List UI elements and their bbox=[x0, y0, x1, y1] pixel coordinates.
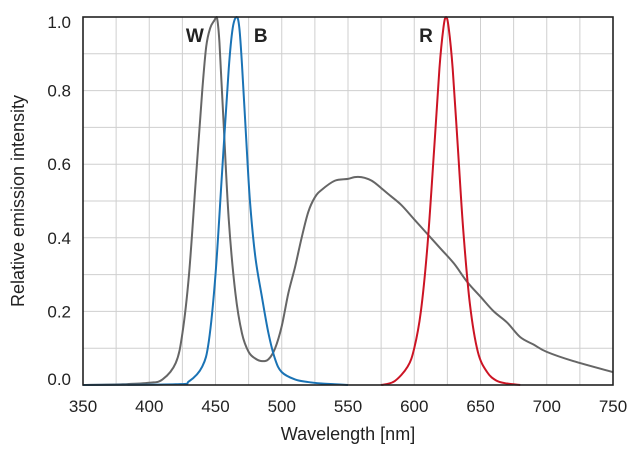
series-line-w bbox=[82, 16, 614, 386]
x-tick-label: 400 bbox=[135, 397, 163, 416]
y-axis-ticks: 0.0 0.2 0.4 0.6 0.8 1.0 bbox=[47, 13, 71, 389]
x-tick-label: 650 bbox=[466, 397, 494, 416]
y-tick-label: 0.8 bbox=[47, 82, 71, 101]
x-tick-label: 700 bbox=[533, 397, 561, 416]
x-tick-label: 600 bbox=[400, 397, 428, 416]
series-line-r bbox=[380, 16, 521, 386]
series-label-b: B bbox=[254, 26, 268, 47]
plot-frame bbox=[82, 16, 614, 386]
y-tick-label: 0.0 bbox=[47, 370, 71, 389]
y-tick-label: 0.4 bbox=[47, 229, 71, 248]
series-line-b bbox=[82, 16, 349, 386]
y-axis-title: Relative emission intensity bbox=[8, 95, 28, 307]
gridlines bbox=[82, 16, 614, 386]
series-label-w: W bbox=[186, 26, 204, 47]
y-tick-label: 1.0 bbox=[47, 13, 71, 32]
x-tick-label: 350 bbox=[69, 397, 97, 416]
x-tick-label: 550 bbox=[334, 397, 362, 416]
series-label-r: R bbox=[419, 26, 433, 47]
x-axis-title: Wavelength [nm] bbox=[281, 424, 415, 444]
x-tick-label: 500 bbox=[268, 397, 296, 416]
x-axis-ticks: 350 400 450 500 550 600 650 700 750 bbox=[69, 397, 627, 416]
x-tick-label: 450 bbox=[201, 397, 229, 416]
x-tick-label: 750 bbox=[599, 397, 627, 416]
y-tick-label: 0.6 bbox=[47, 155, 71, 174]
series-lines bbox=[82, 16, 614, 386]
y-tick-label: 0.2 bbox=[47, 302, 71, 321]
